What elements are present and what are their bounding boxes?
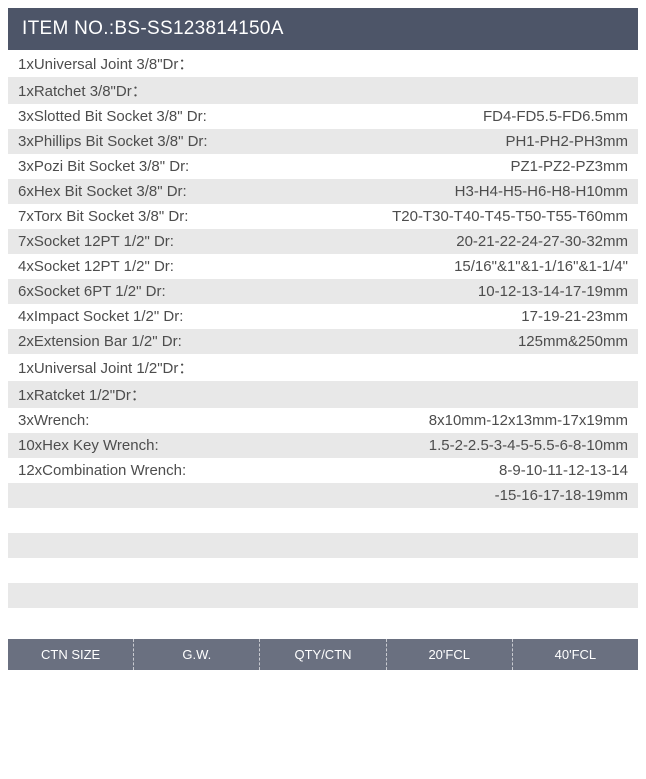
spec-row [8,583,638,608]
spec-value: -15-16-17-18-19mm [18,487,628,504]
spec-row: 6xHex Bit Socket 3/8" Dr:H3-H4-H5-H6-H8-… [8,179,638,204]
spec-value: H3-H4-H5-H6-H8-H10mm [187,183,628,200]
spec-row: 3xPhillips Bit Socket 3/8" Dr:PH1-PH2-PH… [8,129,638,154]
footer-table: CTN SIZEG.W.QTY/CTN20'FCL40'FCL [8,639,638,670]
spec-value: 20-21-22-24-27-30-32mm [174,233,628,250]
spec-row [8,508,638,533]
spec-row: 3xWrench:8x10mm-12x13mm-17x19mm [8,408,638,433]
item-number-text: ITEM NO.:BS-SS123814150A [22,18,284,39]
spec-value: 15/16"&1"&1-1/16"&1-1/4" [174,258,628,275]
spec-label: 7xTorx Bit Socket 3/8" Dr: [18,208,188,225]
spec-value: PH1-PH2-PH3mm [208,133,628,150]
footer-column-header: 20'FCL [387,639,513,670]
footer-column-header: 40'FCL [513,639,638,670]
spec-label: 10xHex Key Wrench: [18,437,159,454]
spec-value: FD4-FD5.5-FD6.5mm [207,108,628,125]
spec-label: 3xSlotted Bit Socket 3/8" Dr: [18,108,207,125]
container: ITEM NO.:BS-SS123814150A 1xUniversal Joi… [0,0,646,678]
spec-label: 3xPhillips Bit Socket 3/8" Dr: [18,133,208,150]
spec-row: 10xHex Key Wrench:1.5-2-2.5-3-4-5-5.5-6-… [8,433,638,458]
footer-column-header: G.W. [134,639,260,670]
spec-label: 1xRatchet 3/8"Dr： [18,80,147,101]
footer-column-header: QTY/CTN [260,639,386,670]
spec-row: 3xSlotted Bit Socket 3/8" Dr:FD4-FD5.5-F… [8,104,638,129]
spec-row: 4xSocket 12PT 1/2" Dr:15/16"&1"&1-1/16"&… [8,254,638,279]
spec-row [8,608,638,633]
spec-row: 1xUniversal Joint 3/8"Dr： [8,50,638,77]
spec-label: 6xSocket 6PT 1/2" Dr: [18,283,166,300]
spec-row: 1xUniversal Joint 1/2"Dr： [8,354,638,381]
footer-column-header: CTN SIZE [8,639,134,670]
spec-value: 17-19-21-23mm [183,308,628,325]
spec-label: 3xWrench: [18,412,89,429]
spec-row: 12xCombination Wrench:8-9-10-11-12-13-14 [8,458,638,483]
spec-label: 4xSocket 12PT 1/2" Dr: [18,258,174,275]
spec-label: 3xPozi Bit Socket 3/8" Dr: [18,158,189,175]
spec-label: 1xUniversal Joint 3/8"Dr： [18,53,193,74]
spec-value: 10-12-13-14-17-19mm [166,283,628,300]
spec-label: 6xHex Bit Socket 3/8" Dr: [18,183,187,200]
spec-row: 7xSocket 12PT 1/2" Dr:20-21-22-24-27-30-… [8,229,638,254]
spec-label: 2xExtension Bar 1/2" Dr: [18,333,182,350]
spec-value: PZ1-PZ2-PZ3mm [189,158,628,175]
spec-row [8,533,638,558]
spec-value: 125mm&250mm [182,333,628,350]
spec-row: 4xImpact Socket 1/2" Dr:17-19-21-23mm [8,304,638,329]
spec-label: 1xRatcket 1/2"Dr： [18,384,146,405]
spec-value: 8-9-10-11-12-13-14 [186,462,628,479]
spec-row: 1xRatcket 1/2"Dr： [8,381,638,408]
spec-table: 1xUniversal Joint 3/8"Dr： 1xRatchet 3/8"D… [8,50,638,633]
spec-row: 2xExtension Bar 1/2" Dr:125mm&250mm [8,329,638,354]
spec-row: 7xTorx Bit Socket 3/8" Dr:T20-T30-T40-T4… [8,204,638,229]
item-number-header: ITEM NO.:BS-SS123814150A [8,8,638,50]
spec-value: T20-T30-T40-T45-T50-T55-T60mm [188,208,628,225]
spec-row [8,558,638,583]
spec-value: 1.5-2-2.5-3-4-5-5.5-6-8-10mm [159,437,628,454]
spec-label: 7xSocket 12PT 1/2" Dr: [18,233,174,250]
spec-label: 1xUniversal Joint 1/2"Dr： [18,357,193,378]
spec-row: 6xSocket 6PT 1/2" Dr:10-12-13-14-17-19mm [8,279,638,304]
spec-label: 4xImpact Socket 1/2" Dr: [18,308,183,325]
spec-value: 8x10mm-12x13mm-17x19mm [89,412,628,429]
spec-row: 1xRatchet 3/8"Dr： [8,77,638,104]
spec-row: 3xPozi Bit Socket 3/8" Dr:PZ1-PZ2-PZ3mm [8,154,638,179]
spec-row: -15-16-17-18-19mm [8,483,638,508]
spec-label: 12xCombination Wrench: [18,462,186,479]
